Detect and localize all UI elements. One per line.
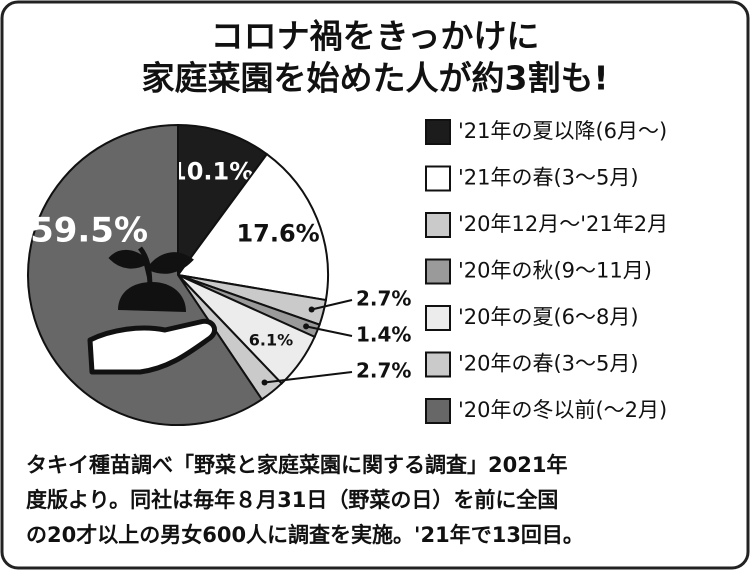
pie-slice	[177, 123, 269, 279]
legend-swatch	[425, 351, 451, 378]
value-label: 10.1%	[170, 157, 253, 185]
callout-line	[305, 325, 353, 337]
legend-label: '20年の春(3〜5月)	[458, 352, 639, 376]
note-line: の20才以上の男女600人に調査を実施。'21年で13回目。	[26, 523, 584, 547]
note: タキイ種苗調べ「野菜と家庭菜園に関する調査」2021年度版より。同社は毎年８月3…	[26, 453, 584, 547]
callout-dot	[308, 306, 315, 313]
value-label: 59.5%	[30, 211, 148, 251]
value-label: 2.7%	[356, 359, 411, 383]
pie-slice	[176, 152, 329, 302]
legend-swatch	[425, 398, 451, 424]
legend-label: '21年の春(3〜5月)	[458, 166, 639, 190]
note-line: 度版より。同社は毎年８月31日（野菜の日）を前に全国	[26, 488, 558, 512]
legend-label: '20年の夏(6〜8月)	[458, 305, 639, 329]
legend-label: '21年の夏以降(6月〜)	[458, 119, 667, 143]
value-label: 2.7%	[356, 287, 411, 311]
value-label: 1.4%	[356, 323, 411, 347]
callout-dot	[261, 379, 268, 386]
callout-line	[264, 371, 353, 384]
legend-swatch	[425, 258, 451, 285]
chart-title: 家庭菜園を始めた人が約3割も!	[141, 59, 608, 98]
legend-label: '20年12月〜'21年2月	[458, 212, 668, 236]
legend-swatch	[425, 119, 451, 145]
legend-label: '20年の秋(9〜11月)	[458, 259, 652, 283]
chart-title: コロナ禍をきっかけに	[211, 17, 540, 56]
value-label: 6.1%	[249, 330, 293, 349]
hand-sprout-icon	[87, 246, 217, 375]
legend-swatch	[425, 305, 451, 331]
legend: '21年の夏以降(6月〜) '21年の春(3〜5月) '20年12月〜'21年2月 '…	[425, 119, 668, 424]
callout-dot	[303, 323, 310, 330]
pie: 10.1% 17.6% 2.7% 1.4% 6.1% 2.7% 59.5%	[27, 123, 411, 426]
legend-swatch	[425, 165, 451, 192]
callout-line	[311, 299, 353, 311]
pie-slice	[27, 123, 264, 426]
note-line: タキイ種苗調べ「野菜と家庭菜園に関する調査」2021年	[26, 453, 567, 477]
legend-swatch	[425, 212, 451, 238]
legend-label: '20年の冬以前(〜2月)	[458, 398, 667, 422]
value-label: 17.6%	[236, 219, 319, 247]
